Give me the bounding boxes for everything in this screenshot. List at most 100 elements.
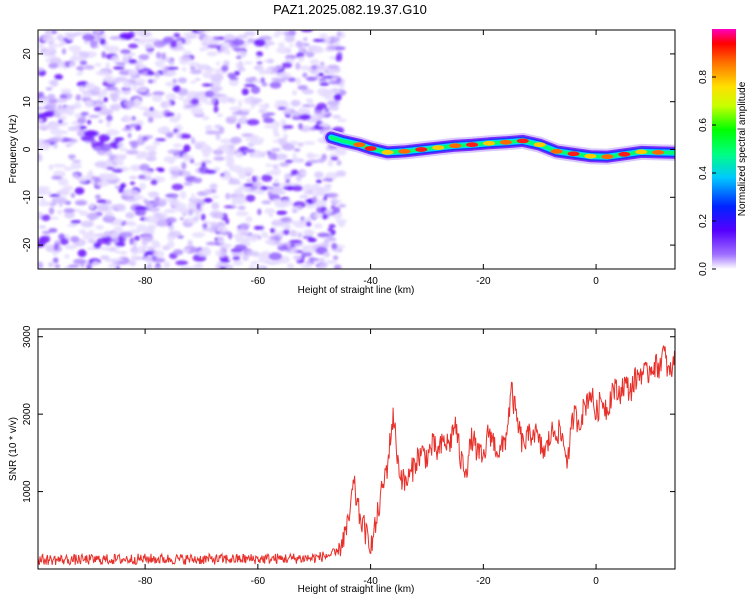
noise-speckle — [121, 128, 133, 132]
noise-speckle — [236, 200, 244, 205]
noise-speckle — [308, 257, 317, 261]
noise-speckle — [298, 107, 307, 114]
noise-speckle — [260, 77, 265, 84]
noise-speckle — [49, 193, 61, 198]
noise-speckle — [63, 166, 73, 171]
noise-speckle — [72, 159, 81, 163]
noise-speckle — [183, 144, 191, 153]
noise-speckle — [335, 170, 347, 177]
spectrogram-x-ticks: -80 -60 -40 -20 0 — [138, 30, 599, 287]
noise-speckle — [183, 50, 192, 56]
noise-speckle — [314, 258, 319, 262]
signal-hotspot — [652, 150, 665, 155]
noise-speckle — [211, 202, 220, 210]
noise-speckle — [169, 116, 179, 123]
noise-speckle — [136, 224, 148, 232]
noise-speckle — [123, 100, 136, 107]
noise-speckle — [331, 76, 337, 82]
noise-speckle — [314, 110, 322, 115]
noise-speckle — [262, 117, 275, 124]
noise-speckle — [336, 31, 342, 37]
spectrogram-x-axis-label: Height of straight line (km) — [298, 285, 415, 296]
noise-speckle — [175, 131, 182, 140]
noise-speckle — [125, 149, 139, 155]
noise-speckle — [243, 183, 254, 188]
noise-speckle — [232, 111, 243, 116]
noise-speckle — [305, 221, 312, 227]
noise-speckle — [92, 86, 101, 93]
noise-speckle — [275, 79, 286, 83]
noise-speckle — [38, 67, 45, 72]
noise-speckle — [289, 140, 298, 146]
noise-speckle — [72, 174, 79, 179]
noise-speckle — [60, 238, 69, 246]
noise-speckle — [288, 231, 301, 237]
noise-speckle — [138, 174, 146, 180]
noise-speckle — [220, 173, 225, 177]
noise-speckle — [327, 64, 339, 70]
snr-x-axis-label: Height of straight line (km) — [298, 584, 415, 595]
noise-speckle — [171, 183, 184, 191]
noise-speckle — [173, 143, 183, 148]
noise-speckle — [182, 171, 191, 176]
noise-speckle — [299, 219, 307, 223]
noise-speckle — [74, 199, 88, 206]
noise-speckle — [63, 208, 75, 213]
noise-speckle — [105, 86, 118, 91]
noise-speckle — [238, 172, 247, 179]
noise-speckle — [79, 85, 85, 93]
x-tick-label: -60 — [251, 576, 266, 587]
noise-speckle — [153, 40, 166, 48]
snr-y-ticks: 1000 2000 3000 — [22, 325, 675, 503]
noise-speckle — [83, 130, 98, 137]
noise-speckle — [322, 213, 328, 220]
noise-speckle — [234, 188, 243, 196]
noise-speckle — [281, 62, 293, 69]
noise-speckle — [329, 56, 336, 60]
noise-speckle — [206, 51, 218, 57]
noise-speckle — [93, 106, 102, 112]
noise-speckle — [279, 217, 290, 222]
noise-speckle — [171, 205, 176, 209]
noise-speckle — [226, 158, 235, 166]
signal-hotspot — [353, 142, 366, 148]
noise-speckle — [56, 34, 64, 41]
noise-speckle — [112, 218, 123, 226]
noise-speckle — [288, 239, 303, 244]
noise-speckle — [161, 52, 166, 60]
noise-speckle — [239, 230, 250, 236]
noise-speckle — [239, 146, 249, 150]
noise-speckle — [231, 199, 237, 207]
noise-speckle — [189, 66, 196, 70]
noise-speckle — [201, 83, 214, 87]
noise-speckle — [118, 235, 123, 243]
noise-speckle — [146, 224, 157, 230]
noise-speckle — [174, 154, 181, 159]
noise-speckle — [209, 183, 218, 190]
noise-speckle — [241, 88, 249, 96]
noise-speckle — [39, 47, 52, 55]
noise-speckle — [234, 244, 247, 251]
noise-speckle — [312, 38, 326, 43]
noise-speckle — [298, 123, 303, 130]
noise-speckle — [199, 47, 205, 52]
noise-speckle — [236, 169, 243, 175]
noise-speckle — [80, 220, 94, 228]
noise-speckle — [105, 75, 114, 79]
noise-speckle — [289, 43, 294, 48]
noise-speckle — [335, 219, 347, 224]
noise-speckle — [287, 186, 293, 191]
noise-speckle — [265, 163, 273, 167]
noise-speckle — [251, 175, 257, 183]
noise-speckle — [200, 213, 206, 221]
noise-speckle — [76, 72, 83, 76]
noise-speckle — [38, 118, 44, 123]
noise-speckle — [197, 250, 211, 257]
noise-speckle — [136, 209, 146, 216]
noise-speckle — [54, 110, 59, 116]
noise-speckle — [83, 65, 95, 70]
noise-speckle — [152, 141, 161, 146]
noise-speckle — [59, 188, 70, 196]
noise-speckle — [212, 195, 219, 199]
noise-speckle — [318, 264, 328, 268]
